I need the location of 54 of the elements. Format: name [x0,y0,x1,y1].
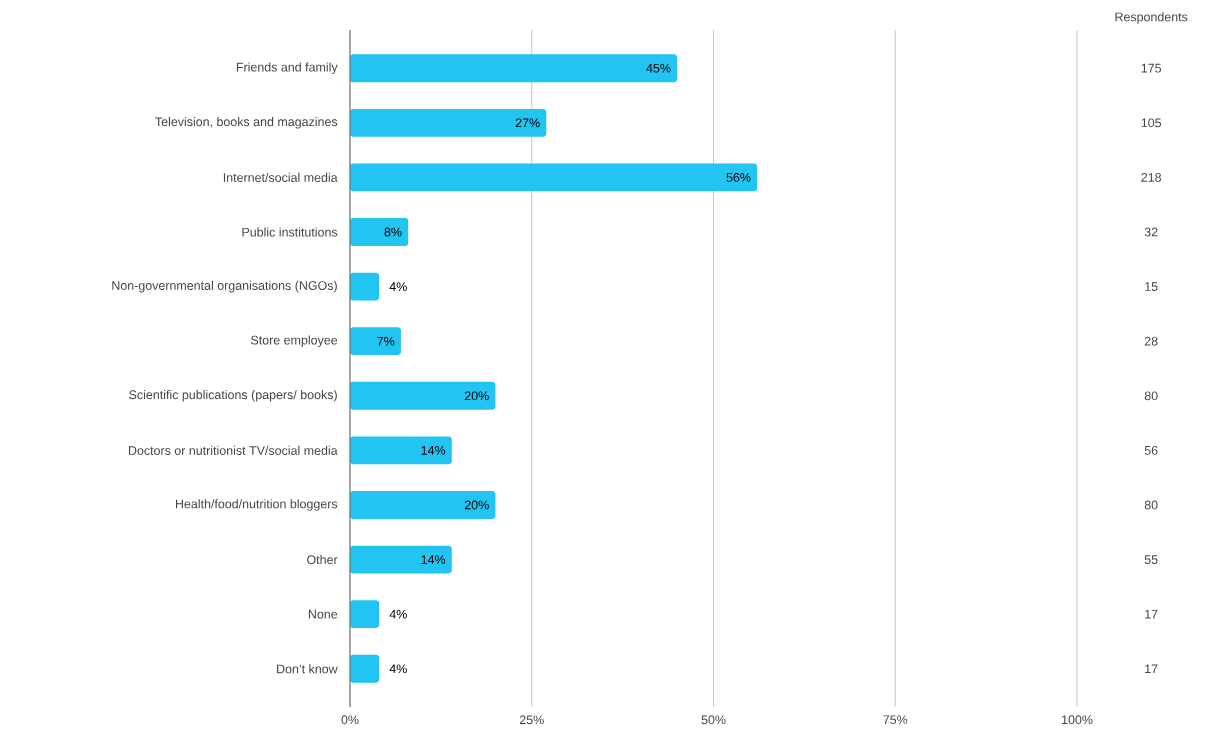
data-label: 14% [421,555,446,564]
bar [350,600,380,629]
text: 28 [1144,336,1158,346]
bar [350,545,452,574]
data-label: 4% [389,664,407,674]
bar [350,54,678,83]
data-label: 20% [464,500,489,510]
bar [350,436,452,465]
text: 55 [1144,555,1158,564]
text: 80 [1144,391,1158,401]
text: 56 [1144,445,1158,455]
text: 17 [1145,609,1158,619]
bar [350,327,401,356]
bar [350,654,380,683]
y-tick-label: Don’t know [277,664,338,674]
y-tick-label: Store employee [251,335,338,347]
bar [350,272,380,301]
text: 218 [1141,173,1162,182]
y-tick-label: Health/food/nutrition bloggers [175,499,338,511]
text: 32 [1144,227,1158,237]
x-tick-label: 25% [519,715,544,725]
data-label: 14% [421,446,446,455]
y-tick-label: None [308,609,338,619]
y-tick-label: Friends and family [236,62,338,74]
y-tick-label: Public institutions [242,227,338,237]
y-tick-label: Television, books and magazines [155,116,338,129]
y-tick-label: Non-governmental organisations (NGOs) [112,280,337,293]
text: 17 [1145,664,1158,674]
x-tick-label: 0% [341,715,359,725]
x-tick-label: 75% [883,715,908,725]
x-tick-label: 100% [1062,715,1093,725]
data-label: 56% [726,173,751,182]
bar [350,381,496,410]
text: 175 [1141,63,1162,73]
data-label: 27% [515,118,540,128]
bar [350,163,758,192]
data-label: 8% [384,227,402,237]
data-label: 7% [377,336,395,346]
text: 105 [1141,118,1162,128]
data-label: 4% [389,609,407,619]
data-label: 20% [464,391,489,401]
text: 15 [1145,282,1158,291]
y-tick-label: Scientific publications (papers/ books) [129,389,337,402]
y-tick-label: Doctors or nutritionist TV/social media [128,445,338,455]
bar [350,218,409,246]
text: Respondents [1115,12,1188,24]
y-tick-label: Other [307,555,338,565]
text: 80 [1144,500,1158,510]
y-tick-label: Internet/social media [223,172,338,182]
bar [350,108,547,137]
data-label: 45% [646,63,671,73]
bar [350,491,496,519]
data-label: 4% [389,282,407,291]
x-tick-label: 50% [701,715,726,725]
